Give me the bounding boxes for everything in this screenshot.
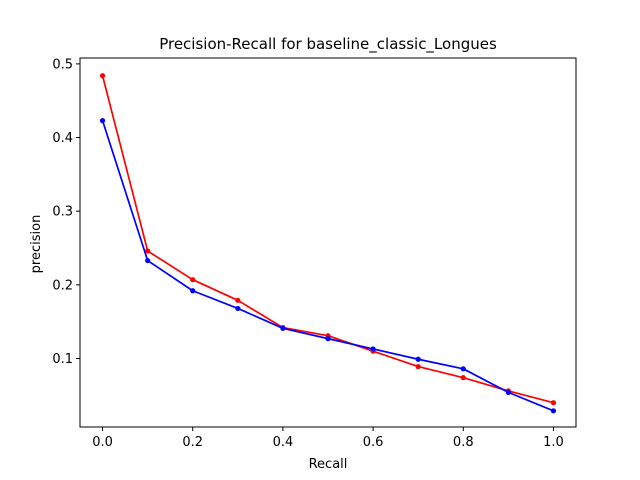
y-tick-label-4: 0.5 bbox=[52, 57, 73, 72]
series-0-point-8 bbox=[460, 375, 466, 381]
y-tick-label-1: 0.2 bbox=[52, 278, 73, 293]
y-tick-label-3: 0.4 bbox=[52, 131, 73, 146]
y-tick-label-0: 0.1 bbox=[52, 352, 73, 367]
x-tick-label-5: 1.0 bbox=[543, 435, 564, 450]
plot-area: 0.0 0.2 0.4 0.6 0.8 1.0 0.1 0.2 0.3 0.4 0.5 bbox=[52, 57, 577, 450]
series-0-point-0 bbox=[99, 73, 106, 79]
series-0-point-3 bbox=[235, 297, 241, 303]
y-tick-label-2: 0.3 bbox=[52, 205, 73, 220]
series-1-point-9 bbox=[505, 389, 511, 395]
x-tick-label-1: 0.2 bbox=[182, 435, 203, 450]
x-tick-label-4: 0.8 bbox=[453, 435, 474, 450]
series-1-point-1 bbox=[145, 257, 151, 264]
x-axis-label: Recall bbox=[309, 457, 348, 472]
series-0-point-2 bbox=[190, 277, 196, 283]
series-1-point-4 bbox=[280, 325, 286, 331]
x-tick-label-0: 0.0 bbox=[92, 435, 113, 450]
series-0-point-10 bbox=[550, 400, 557, 406]
series-1-point-5 bbox=[325, 336, 331, 342]
x-tick-label-3: 0.6 bbox=[363, 435, 384, 450]
axes-frame bbox=[79, 57, 577, 428]
series-0-point-1 bbox=[145, 248, 151, 254]
x-tick-label-2: 0.4 bbox=[273, 435, 294, 450]
series-1-point-7 bbox=[415, 356, 421, 362]
series-1-point-6 bbox=[370, 346, 376, 352]
series-1-point-10 bbox=[550, 408, 557, 414]
series-1-point-0 bbox=[99, 118, 106, 124]
series-1-point-8 bbox=[460, 366, 466, 372]
series-0-point-7 bbox=[415, 364, 421, 370]
y-axis-label: precision bbox=[29, 215, 44, 274]
chart-title: Precision-Recall for baseline_classic_Lo… bbox=[159, 35, 497, 54]
series-1-point-2 bbox=[190, 288, 196, 294]
series-1-point-3 bbox=[235, 305, 241, 312]
